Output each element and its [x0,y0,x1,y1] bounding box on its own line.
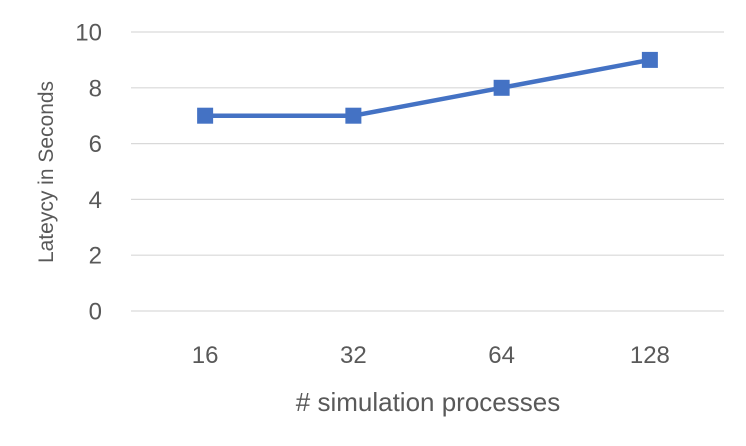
x-tick-label-32: 32 [340,342,367,369]
y-tick-label-4: 4 [89,187,102,214]
y-tick-label-8: 8 [89,75,102,102]
y-tick-label-2: 2 [89,243,102,270]
data-point-32 [345,107,362,124]
x-tick-label-16: 16 [192,342,219,369]
series-line-0 [202,57,653,118]
x-axis-title: # simulation processes [296,387,560,417]
series-layer [197,51,658,124]
data-point-128 [641,51,658,68]
x-tick-label-128: 128 [630,342,670,369]
data-point-16 [197,107,214,124]
x-axis-tick-labels: 16 32 64 128 [192,342,670,369]
data-point-64 [493,79,510,96]
gridlines [131,31,724,312]
y-tick-label-10: 10 [75,20,102,47]
y-tick-label-0: 0 [89,299,102,326]
x-tick-label-64: 64 [488,342,515,369]
y-axis-title: Lateycy in Seconds [35,81,58,263]
y-axis-tick-labels: 0 2 4 6 8 10 [75,20,102,326]
y-tick-label-6: 6 [89,131,102,158]
